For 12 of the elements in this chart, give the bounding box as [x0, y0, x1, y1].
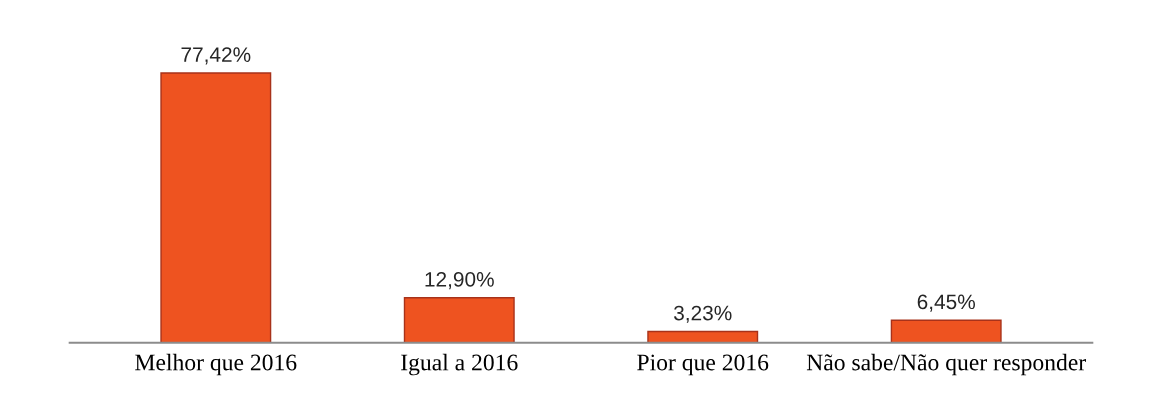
bar [403, 297, 515, 343]
data-label: 3,23% [673, 305, 732, 323]
data-label: 12,90% [425, 271, 494, 290]
bar [890, 319, 1002, 343]
x-tick-label: Melhor que 2016 [135, 353, 297, 376]
x-tick-label: Pior que 2016 [637, 354, 769, 376]
bar [160, 72, 272, 343]
bar [647, 330, 759, 343]
x-tick-label: Igual a 2016 [401, 353, 518, 376]
x-tick-label: Não sabe/Não quer responder [806, 353, 1086, 376]
data-label: 6,45% [917, 294, 975, 312]
data-label: 77,42% [181, 47, 251, 65]
